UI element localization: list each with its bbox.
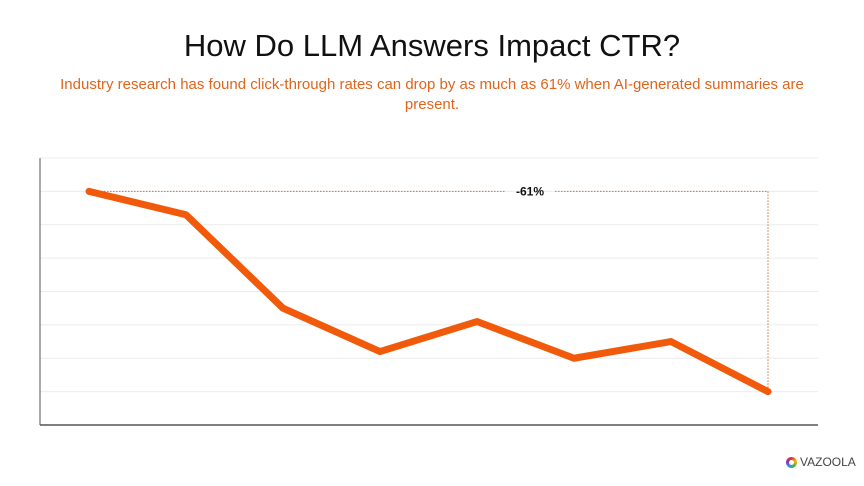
data-point — [764, 388, 772, 396]
annotation-label: -61% — [516, 184, 544, 198]
logo-ring-icon — [786, 456, 797, 468]
logo-text: VAZOOLA — [800, 455, 856, 469]
chart-subtitle: Industry research has found click-throug… — [60, 76, 804, 113]
data-point — [85, 187, 93, 195]
chart-title: How Do LLM Answers Impact CTR? — [183, 28, 681, 63]
series-line — [88, 187, 770, 395]
vazoola-logo: VAZOOLA — [786, 455, 856, 469]
